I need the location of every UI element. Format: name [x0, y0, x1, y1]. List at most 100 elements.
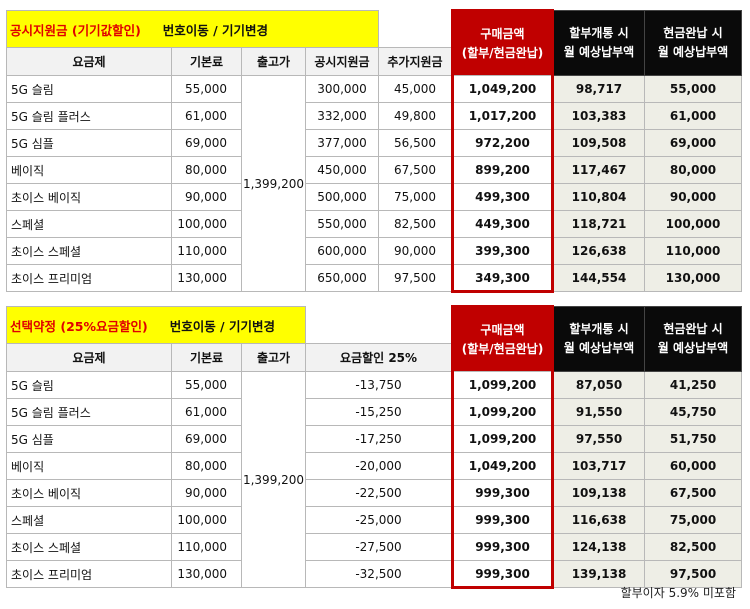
extra-subsidy-cell: 67,500 [378, 156, 453, 184]
fee-discount-cell: -17,250 [305, 425, 454, 453]
plan-name-cell: 베이직 [6, 452, 172, 480]
base-fee-cell: 100,000 [171, 210, 242, 238]
cash-monthly-cell: 130,000 [644, 264, 742, 292]
purchase-amount-cell: 999,300 [451, 479, 555, 507]
table-title: 공시지원금 (기기값할인) 번호이동 / 기기변경 [6, 10, 379, 48]
public-subsidy-cell: 377,000 [305, 129, 379, 157]
table-row: 초이스 베이직 90,000 500,000 75,000 499,300 110,804… [6, 183, 742, 211]
purchase-amount-cell: 972,200 [451, 129, 554, 157]
public-subsidy-cell: 550,000 [305, 210, 379, 238]
interest-footnote: 할부이자 5.9% 미포함 [620, 586, 736, 600]
installment-monthly-cell: 117,467 [552, 156, 645, 184]
cash-monthly-cell: 69,000 [644, 129, 742, 157]
table-row: 초이스 프리미엄 130,000 650,000 97,500 349,300 144,5… [6, 264, 742, 293]
installment-monthly-cell: 139,138 [552, 560, 646, 588]
fee-discount-cell: -22,500 [305, 479, 454, 507]
cash-monthly-cell: 55,000 [644, 75, 742, 103]
installment-monthly-cell: 97,550 [552, 425, 646, 453]
fee-discount-cell: -15,250 [305, 398, 454, 426]
table-title-black: 번호이동 / 기기변경 [169, 318, 275, 334]
base-fee-cell: 90,000 [171, 479, 242, 507]
base-fee-cell: 69,000 [171, 129, 242, 157]
purchase-amount-cell: 1,049,200 [451, 452, 555, 480]
fee-discount-cell: -13,750 [305, 371, 454, 399]
base-fee-cell: 80,000 [171, 452, 242, 480]
contract-discount-table: 선택약정 (25%요금할인) 번호이동 / 기기변경 구매금액 (할부/현금완납)… [5, 305, 743, 589]
extra-subsidy-cell: 90,000 [378, 237, 453, 265]
base-fee-cell: 55,000 [171, 75, 242, 103]
public-subsidy-cell: 332,000 [305, 102, 379, 130]
installment-monthly-cell: 91,550 [552, 398, 646, 426]
base-fee-cell: 130,000 [171, 560, 242, 588]
purchase-amount-header: 구매금액 (할부/현금완납) [451, 305, 555, 372]
plan-name-cell: 5G 슬림 [6, 75, 172, 103]
purchase-amount-cell: 1,099,200 [451, 425, 555, 453]
base-fee-cell: 90,000 [171, 183, 242, 211]
purchase-amount-cell: 999,300 [451, 560, 555, 589]
header-release-price: 출고가 [240, 343, 307, 372]
installment-monthly-cell: 124,138 [552, 533, 646, 561]
table-title: 선택약정 (25%요금할인) 번호이동 / 기기변경 [5, 306, 307, 344]
installment-monthly-cell: 98,717 [552, 75, 645, 103]
subsidy-price-table: 공시지원금 (기기값할인) 번호이동 / 기기변경 구매금액 (할부/현금완납) … [6, 9, 742, 293]
extra-subsidy-cell: 97,500 [378, 264, 453, 292]
purchase-amount-cell: 899,200 [451, 156, 554, 184]
purchase-amount-cell: 449,300 [451, 210, 554, 238]
table-row: 스페셜 100,000 550,000 82,500 449,300 118,721 100… [6, 210, 742, 238]
purchase-amount-header: 구매금액 (할부/현금완납) [451, 9, 554, 76]
installment-monthly-cell: 87,050 [552, 371, 646, 399]
installment-monthly-cell: 110,804 [552, 183, 645, 211]
table-row: 5G 슬림 플러스 61,000 -15,250 1,099,200 91,550 45,… [6, 398, 743, 426]
plan-name-cell: 초이스 프리미엄 [6, 560, 172, 588]
header-public-subsidy: 공시지원금 [305, 47, 379, 76]
purchase-amount-cell: 349,300 [451, 264, 554, 293]
table-row: 스페셜 100,000 -25,000 999,300 116,638 75,000 [6, 506, 743, 534]
installment-monthly-header: 할부개통 시 월 예상납부액 [552, 10, 645, 76]
header-base-fee: 기본료 [171, 343, 242, 372]
table-row: 5G 슬림 55,000 1,399,200 300,000 45,000 1,049,2… [6, 75, 742, 292]
installment-monthly-cell: 109,138 [552, 479, 646, 507]
base-fee-cell: 110,000 [171, 533, 242, 561]
purchase-amount-cell: 1,099,200 [451, 398, 555, 426]
installment-monthly-cell: 103,383 [552, 102, 645, 130]
table-row: 5G 심플 69,000 -17,250 1,099,200 97,550 51,750 [6, 425, 743, 453]
header-plan: 요금제 [6, 343, 172, 372]
table-row: 초이스 스페셜 110,000 600,000 90,000 399,300 126,63… [6, 237, 742, 265]
base-fee-cell: 61,000 [171, 398, 242, 426]
cash-monthly-cell: 100,000 [644, 210, 742, 238]
installment-monthly-cell: 116,638 [552, 506, 646, 534]
purchase-amount-cell: 1,049,200 [451, 75, 554, 103]
release-price-cell: 1,399,200 [241, 75, 306, 292]
fee-discount-cell: -20,000 [305, 452, 454, 480]
fee-discount-cell: -25,000 [305, 506, 454, 534]
extra-subsidy-cell: 75,000 [378, 183, 453, 211]
plan-name-cell: 5G 슬림 플러스 [6, 102, 172, 130]
purchase-amount-cell: 499,300 [451, 183, 554, 211]
purchase-amount-cell: 999,300 [451, 506, 555, 534]
base-fee-cell: 55,000 [171, 371, 242, 399]
installment-monthly-header: 할부개통 시 월 예상납부액 [552, 306, 646, 372]
base-fee-cell: 130,000 [171, 264, 242, 292]
plan-name-cell: 초이스 스페셜 [6, 237, 172, 265]
installment-monthly-cell: 103,717 [552, 452, 646, 480]
base-fee-cell: 100,000 [171, 506, 242, 534]
base-fee-cell: 110,000 [171, 237, 242, 265]
table-row: 초이스 스페셜 110,000 -27,500 999,300 124,138 82,50… [6, 533, 743, 561]
fee-discount-cell: -27,500 [305, 533, 454, 561]
extra-subsidy-cell: 45,000 [378, 75, 453, 103]
extra-subsidy-cell: 82,500 [378, 210, 453, 238]
public-subsidy-cell: 500,000 [305, 183, 379, 211]
purchase-amount-cell: 399,300 [451, 237, 554, 265]
table-row: 5G 슬림 55,000 1,399,200 -13,750 1,099,200 87,0… [6, 371, 743, 588]
public-subsidy-cell: 650,000 [305, 264, 379, 292]
cash-monthly-cell: 60,000 [644, 452, 743, 480]
cash-monthly-cell: 61,000 [644, 102, 742, 130]
table-title-red: 공시지원금 (기기값할인) [10, 22, 141, 38]
plan-name-cell: 5G 심플 [6, 425, 172, 453]
cash-monthly-cell: 51,750 [644, 425, 743, 453]
base-fee-cell: 69,000 [171, 425, 242, 453]
table-row: 5G 심플 69,000 377,000 56,500 972,200 109,508 69… [6, 129, 742, 157]
purchase-amount-cell: 1,017,200 [451, 102, 554, 130]
installment-monthly-cell: 109,508 [552, 129, 645, 157]
table-row: 5G 슬림 플러스 61,000 332,000 49,800 1,017,200 103… [6, 102, 742, 130]
